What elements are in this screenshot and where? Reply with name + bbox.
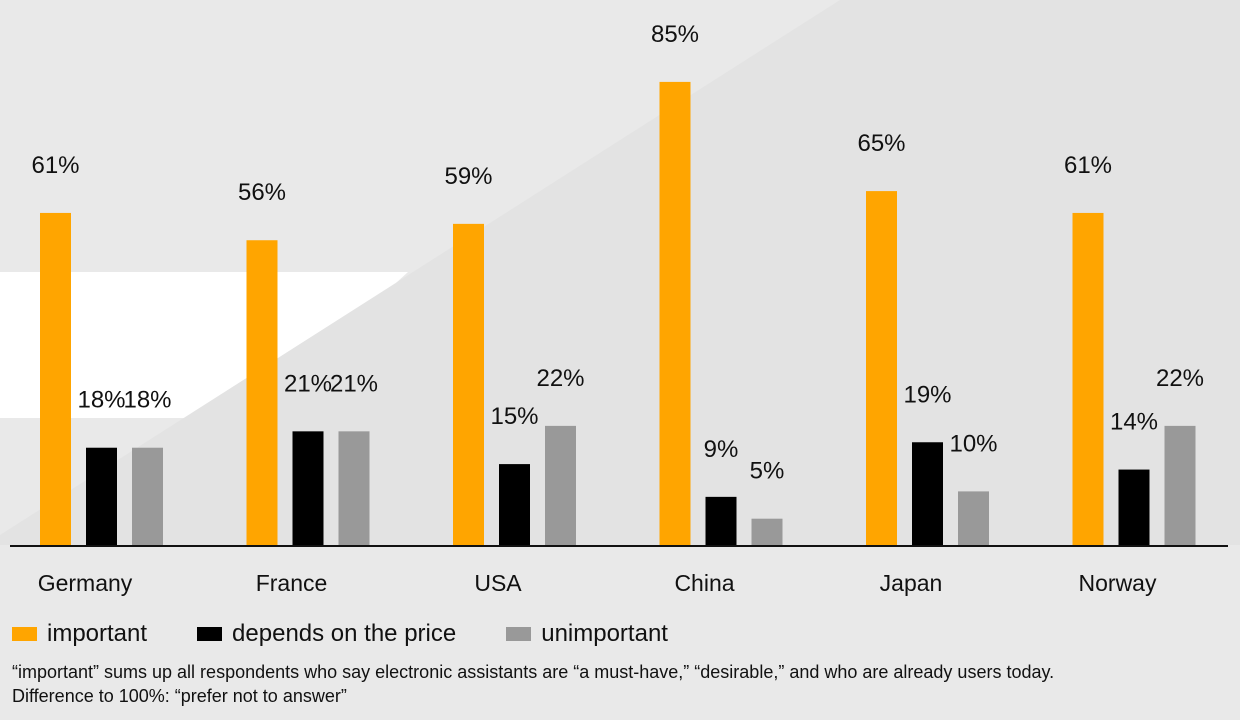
bar-labels-group: 61% 18%18% 56% 21%21% 59% 15% 22% 85% 9% 5% 65% 19%… xyxy=(31,21,1204,485)
legend-label-depends-on-price: depends on the price xyxy=(232,620,457,647)
legend: important depends on the price unimporta… xyxy=(12,620,718,648)
legend-label-important: important xyxy=(47,620,148,647)
bar-germany-unimportant xyxy=(132,447,163,546)
bar-france-depends-on-the-price xyxy=(292,431,324,546)
value-label-usa-important: 59% xyxy=(444,163,492,190)
value-label-china-unimportant: 5% xyxy=(750,458,785,485)
footnote-line-1: “important” sums up all respondents who … xyxy=(12,662,1055,682)
footnote-line-2: Difference to 100%: “prefer not to answe… xyxy=(12,686,347,706)
bar-usa-depends-on-the-price xyxy=(499,464,530,546)
background-white-band xyxy=(0,272,408,418)
value-label-france-unimportant: 21% xyxy=(330,370,378,397)
legend-swatch-depends-on-price xyxy=(197,627,223,641)
bar-usa-unimportant xyxy=(545,425,576,546)
value-label-usa-depends-on-the-price: 15% xyxy=(490,403,538,430)
legend-swatch-unimportant xyxy=(506,627,532,641)
bar-japan-important xyxy=(866,191,897,546)
value-label-germany-unimportant: 18% xyxy=(123,387,171,414)
legend-item-depends-on-price: depends on the price xyxy=(197,620,456,648)
legend-label-unimportant: unimportant xyxy=(541,620,668,647)
bar-chart: 61% 18%18% 56% 21%21% 59% 15% 22% 85% 9% 5% 65% 19%… xyxy=(0,0,1240,596)
category-label-china: China xyxy=(674,570,734,596)
bar-japan-depends-on-the-price xyxy=(912,442,943,546)
bar-china-depends-on-the-price xyxy=(705,496,737,546)
category-label-norway: Norway xyxy=(1079,570,1157,596)
category-label-usa: USA xyxy=(474,570,522,596)
bars-group xyxy=(40,81,1196,547)
value-label-norway-unimportant: 22% xyxy=(1156,365,1204,392)
value-label-norway-important: 61% xyxy=(1064,152,1112,179)
value-label-france-depends-on-the-price: 21% xyxy=(284,370,332,397)
bar-france-unimportant xyxy=(338,431,370,546)
category-labels-group: Germany France USA China Japan Norway xyxy=(38,570,1157,596)
value-label-china-important: 85% xyxy=(651,21,699,48)
bar-japan-unimportant xyxy=(958,491,989,546)
category-label-germany: Germany xyxy=(38,570,133,596)
category-label-france: France xyxy=(256,570,328,596)
legend-swatch-important xyxy=(12,627,37,641)
background-light-triangle xyxy=(0,0,1240,545)
footnote: “important” sums up all respondents who … xyxy=(12,660,1234,708)
legend-item-important: important xyxy=(12,620,147,648)
value-label-germany-depends-on-the-price: 18% xyxy=(77,387,125,414)
bar-norway-unimportant xyxy=(1164,425,1196,546)
bar-china-unimportant xyxy=(751,518,783,546)
bar-france-important xyxy=(246,240,278,547)
legend-item-unimportant: unimportant xyxy=(506,620,668,648)
value-label-japan-important: 65% xyxy=(857,130,905,157)
value-label-usa-unimportant: 22% xyxy=(536,365,584,392)
bar-usa-important xyxy=(453,223,484,547)
bar-norway-depends-on-the-price xyxy=(1118,469,1150,546)
bar-china-important xyxy=(659,81,691,547)
value-label-china-depends-on-the-price: 9% xyxy=(704,436,739,463)
bar-germany-depends-on-the-price xyxy=(86,447,117,546)
value-label-japan-depends-on-the-price: 19% xyxy=(903,381,951,408)
category-label-japan: Japan xyxy=(880,570,943,596)
bar-germany-important xyxy=(40,212,71,546)
value-label-norway-depends-on-the-price: 14% xyxy=(1110,409,1158,436)
bar-norway-important xyxy=(1072,212,1104,546)
value-label-japan-unimportant: 10% xyxy=(949,430,997,457)
value-label-france-important: 56% xyxy=(238,179,286,206)
value-label-germany-important: 61% xyxy=(31,152,79,179)
